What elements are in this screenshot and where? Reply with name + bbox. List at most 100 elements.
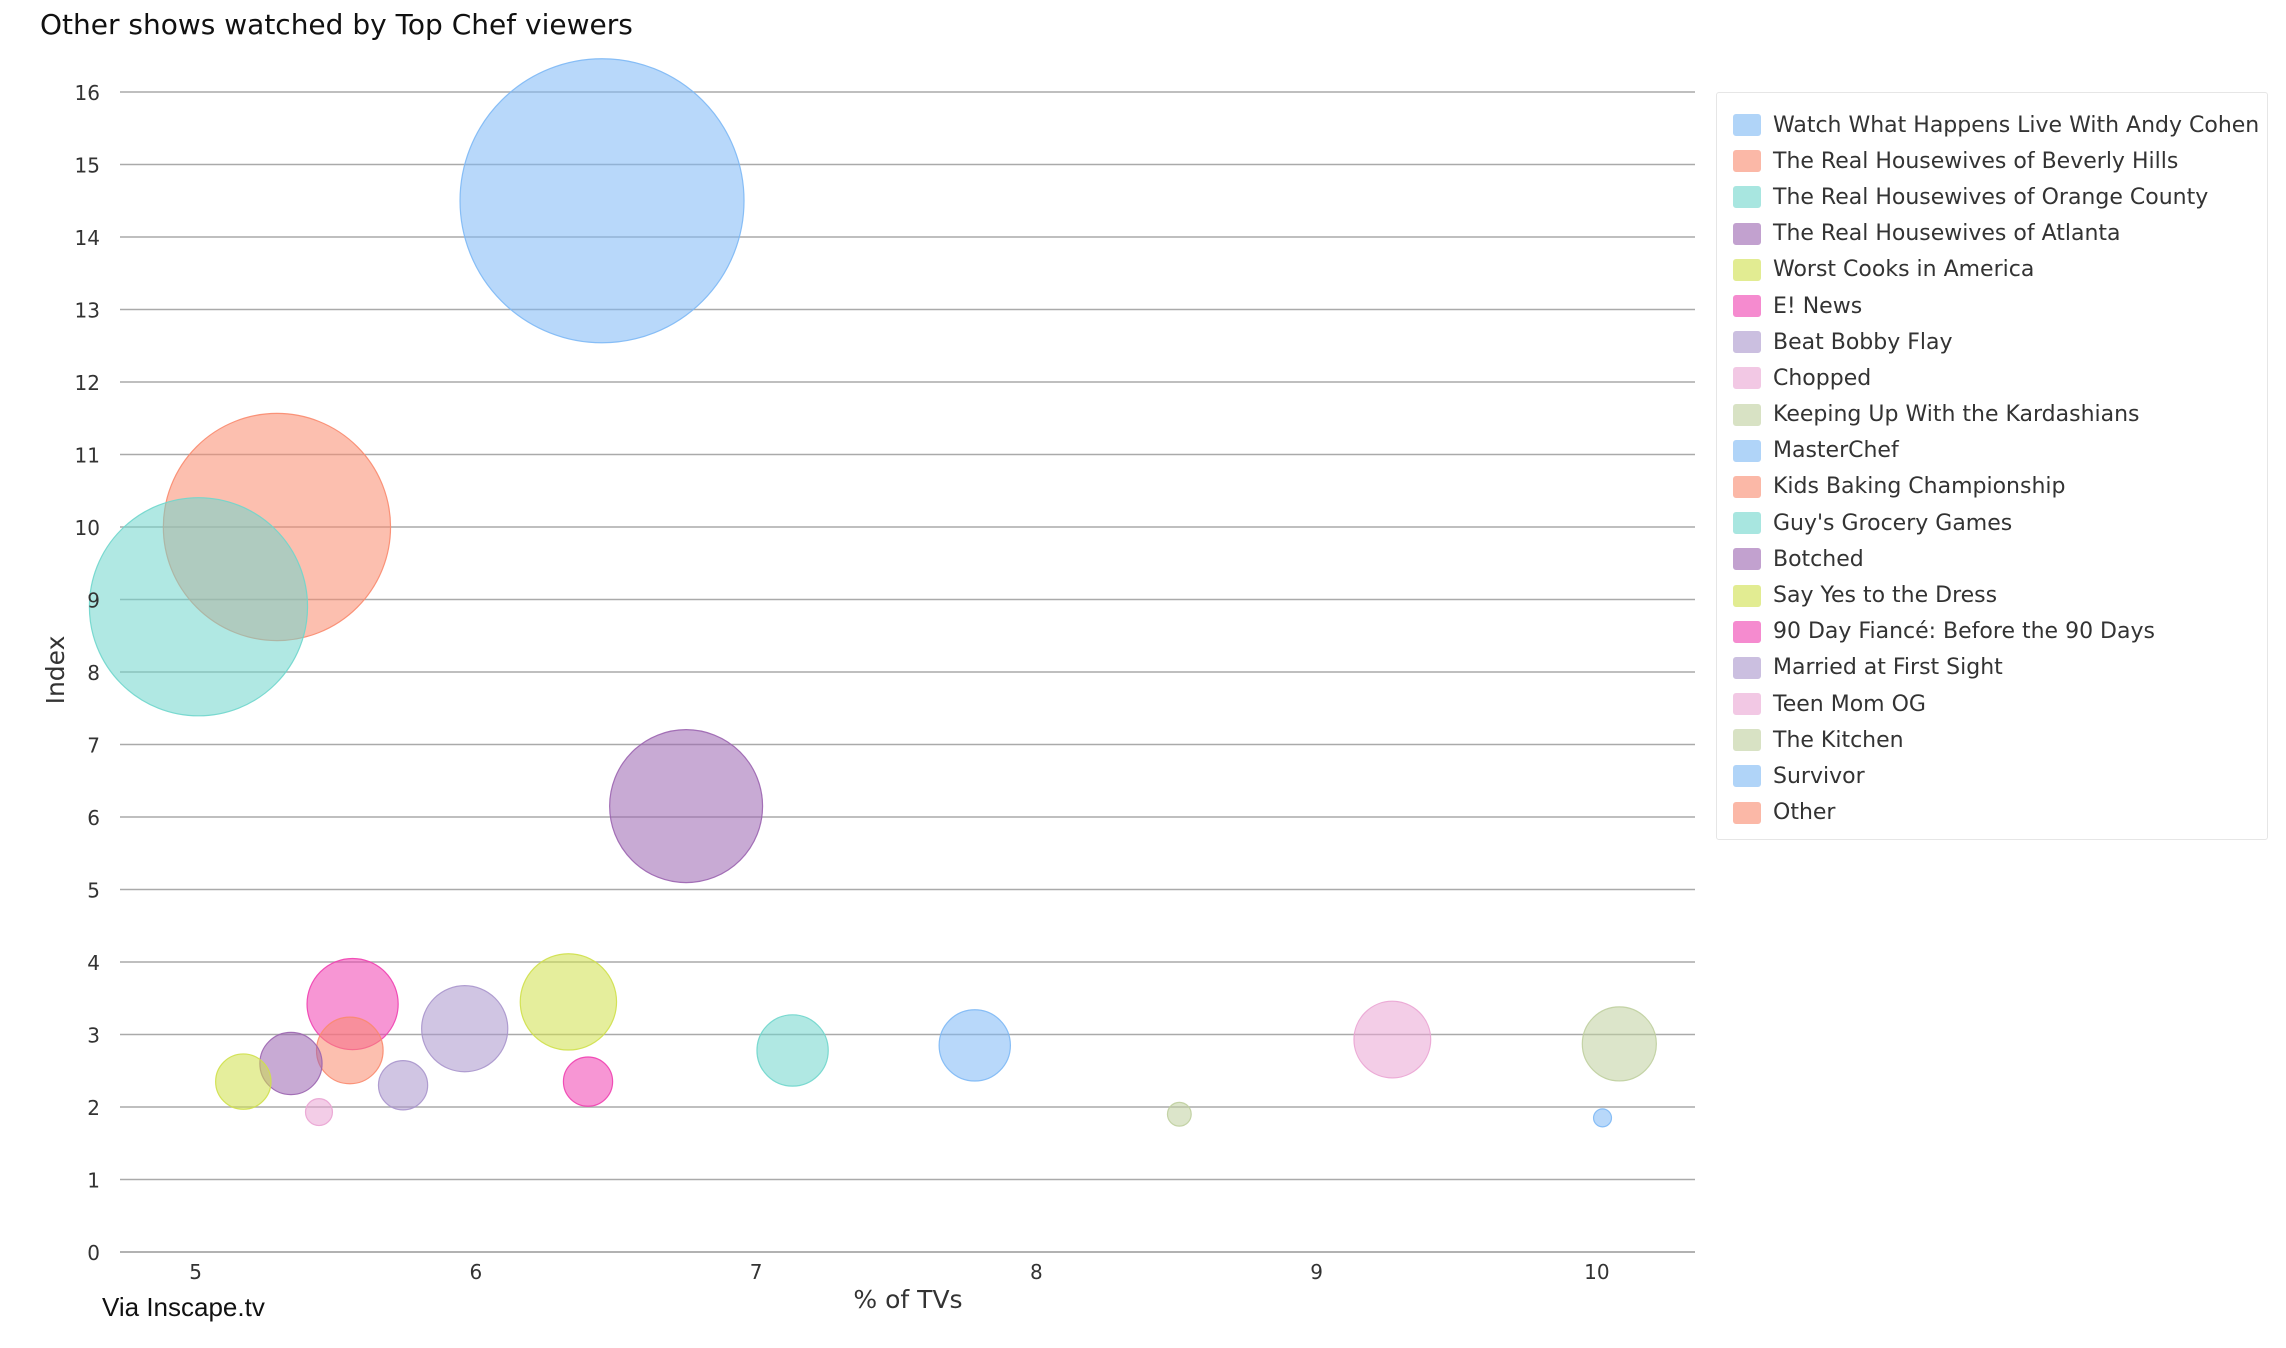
y-tick-label: 2	[87, 1096, 100, 1120]
legend-item[interactable]: MasterChef	[1717, 433, 2267, 469]
legend-swatch	[1733, 258, 1761, 281]
x-tick-label: 8	[1030, 1260, 1043, 1284]
legend-item[interactable]: The Real Housewives of Orange County	[1717, 179, 2267, 215]
legend-swatch	[1733, 222, 1761, 245]
bubble[interactable]	[562, 1056, 614, 1107]
legend-swatch	[1733, 693, 1761, 716]
legend-item[interactable]: The Real Housewives of Beverly Hills	[1717, 143, 2267, 179]
y-tick-label: 13	[75, 299, 100, 323]
x-tick-label: 6	[470, 1260, 483, 1284]
y-tick-label: 6	[87, 806, 100, 830]
legend-label: Kids Baking Championship	[1773, 474, 2066, 500]
x-tick-label: 7	[750, 1260, 763, 1284]
legend-item[interactable]: Other	[1717, 795, 2267, 831]
y-tick-label: 15	[75, 154, 100, 178]
legend-label: The Real Housewives of Atlanta	[1773, 221, 2121, 247]
legend-item[interactable]: Say Yes to the Dress	[1717, 577, 2267, 613]
legend-item[interactable]: Beat Bobby Flay	[1717, 324, 2267, 360]
bubble[interactable]	[377, 1060, 429, 1111]
gridlines	[120, 91, 1695, 1253]
legend-label: Worst Cooks in America	[1773, 257, 2035, 283]
legend: Watch What Happens Live With Andy Cohen T…	[1716, 92, 2268, 840]
legend-label: The Kitchen	[1773, 727, 1904, 753]
legend-swatch	[1733, 512, 1761, 535]
legend-label: The Real Housewives of Orange County	[1773, 184, 2209, 210]
legend-swatch	[1733, 656, 1761, 679]
legend-item[interactable]: 90 Day Fiancé: Before the 90 Days	[1717, 614, 2267, 650]
y-tick-label: 16	[75, 81, 100, 105]
legend-swatch	[1733, 801, 1761, 824]
y-tick-label: 5	[87, 879, 100, 903]
legend-swatch	[1733, 331, 1761, 354]
legend-item[interactable]: Married at First Sight	[1717, 650, 2267, 686]
legend-swatch	[1733, 548, 1761, 571]
legend-item[interactable]: Chopped	[1717, 360, 2267, 396]
y-tick-label: 9	[87, 589, 100, 613]
bubble[interactable]	[459, 58, 745, 344]
legend-label: The Real Housewives of Beverly Hills	[1773, 148, 2179, 174]
legend-swatch	[1733, 295, 1761, 318]
legend-item[interactable]: The Real Housewives of Atlanta	[1717, 216, 2267, 252]
source-credit: Via Inscape.tv	[102, 1292, 265, 1322]
legend-swatch	[1733, 114, 1761, 137]
bubble[interactable]	[938, 1009, 1012, 1082]
y-tick-label: 4	[87, 951, 100, 975]
legend-item[interactable]: Watch What Happens Live With Andy Cohen	[1717, 107, 2267, 143]
legend-swatch	[1733, 765, 1761, 788]
legend-label: Teen Mom OG	[1773, 691, 1926, 717]
y-axis-label: Index	[41, 636, 70, 705]
y-tick-label: 10	[75, 516, 100, 540]
x-axis-label: % of TVs	[853, 1285, 962, 1314]
legend-label: Watch What Happens Live With Andy Cohen	[1773, 112, 2260, 138]
bubble[interactable]	[519, 953, 618, 1051]
legend-swatch	[1733, 729, 1761, 752]
legend-label: Chopped	[1773, 365, 1872, 391]
bubbles	[88, 58, 1657, 1128]
x-tick-label: 5	[189, 1260, 202, 1284]
legend-swatch	[1733, 439, 1761, 462]
y-tick-label: 12	[75, 371, 100, 395]
x-tick-label: 10	[1584, 1260, 1609, 1284]
legend-swatch	[1733, 186, 1761, 209]
legend-item[interactable]: Guy's Grocery Games	[1717, 505, 2267, 541]
bubble[interactable]	[609, 729, 764, 884]
bubble[interactable]	[315, 1016, 384, 1085]
bubble[interactable]	[1592, 1108, 1613, 1128]
bubble[interactable]	[1166, 1101, 1192, 1127]
legend-label: Keeping Up With the Kardashians	[1773, 402, 2140, 428]
bubble[interactable]	[756, 1014, 829, 1087]
legend-label: Guy's Grocery Games	[1773, 510, 2013, 536]
legend-swatch	[1733, 584, 1761, 607]
legend-item[interactable]: E! News	[1717, 288, 2267, 324]
bubble[interactable]	[1353, 1000, 1432, 1079]
legend-item[interactable]: Worst Cooks in America	[1717, 252, 2267, 288]
legend-item[interactable]: Botched	[1717, 541, 2267, 577]
legend-item[interactable]: Survivor	[1717, 758, 2267, 794]
legend-label: Say Yes to the Dress	[1773, 583, 1998, 609]
bubble[interactable]	[421, 985, 509, 1073]
bubble[interactable]	[88, 497, 309, 717]
y-tick-label: 11	[75, 444, 100, 468]
legend-swatch	[1733, 620, 1761, 643]
legend-item[interactable]: Keeping Up With the Kardashians	[1717, 397, 2267, 433]
legend-label: MasterChef	[1773, 438, 1899, 464]
y-tick-label: 1	[87, 1169, 100, 1193]
legend-label: 90 Day Fiancé: Before the 90 Days	[1773, 619, 2155, 645]
bubble[interactable]	[1581, 1006, 1657, 1082]
legend-label: Other	[1773, 800, 1836, 826]
y-tick-label: 3	[87, 1024, 100, 1048]
legend-item[interactable]: The Kitchen	[1717, 722, 2267, 758]
chart-title: Other shows watched by Top Chef viewers	[40, 8, 633, 41]
legend-item[interactable]: Teen Mom OG	[1717, 686, 2267, 722]
bubble[interactable]	[304, 1098, 334, 1127]
legend-label: Botched	[1773, 546, 1864, 572]
legend-item[interactable]: Kids Baking Championship	[1717, 469, 2267, 505]
y-tick-label: 8	[87, 661, 100, 685]
legend-label: Beat Bobby Flay	[1773, 329, 1953, 355]
x-tick-label: 9	[1310, 1260, 1323, 1284]
bubble[interactable]	[215, 1053, 272, 1110]
legend-label: Survivor	[1773, 763, 1865, 789]
x-tick-labels: 5 6 7 8 9 10	[189, 1260, 1609, 1284]
legend-label: Married at First Sight	[1773, 655, 2003, 681]
